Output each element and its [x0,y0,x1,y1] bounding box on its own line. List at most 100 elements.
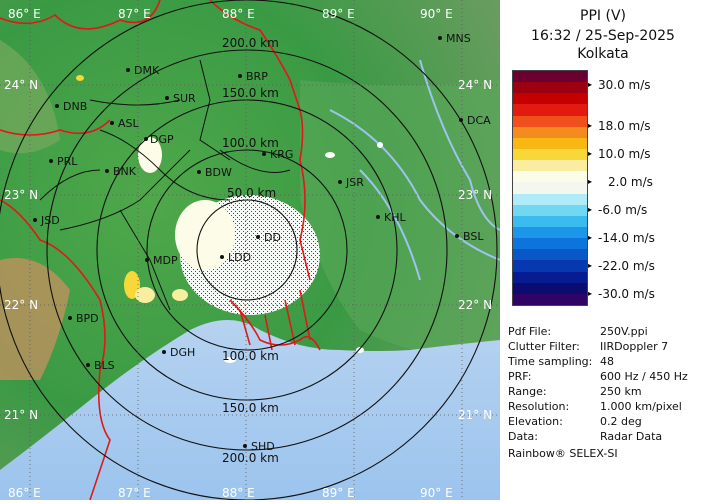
colorbar-tick-icon: ▸ [588,121,593,130]
city-label: ASL [118,117,140,130]
colorbar-swatch [513,82,587,94]
info-value: 600 Hz / 450 Hz [600,370,688,383]
lat-label: 24° N [4,78,38,92]
colorbar-label: -14.0 m/s [598,231,655,245]
lat-label: 22° N [458,298,492,312]
city-label: DNB [63,100,87,113]
info-value: 250 km [600,385,642,398]
info-key: Time sampling: [508,355,593,368]
city-label: DD [264,231,281,244]
colorbar-label: -22.0 m/s [598,259,655,273]
colorbar-swatch [513,227,587,239]
colorbar-swatch [513,71,587,83]
colorbar-swatch [513,171,587,183]
colorbar-tick-icon: ▸ [588,233,593,242]
colorbar-swatch [513,282,587,295]
lon-label: 87° E [118,7,151,21]
lon-label: 87° E [118,486,151,500]
lon-labels-top: 86° E 87° E 88° E 89° E 90° E [8,7,453,21]
range-label: 200.0 km [222,36,279,50]
city-label: SHD [251,440,275,453]
info-key: PRF: [508,370,532,383]
lon-label: 88° E [222,7,255,21]
colorbar-swatch [513,249,587,261]
colorbar-swatch [513,182,587,195]
city-label: JSD [40,214,60,227]
city-label: KRG [270,148,293,161]
lat-labels-left: 24° N 23° N 22° N 21° N [4,78,38,422]
colorbar-label: -30.0 m/s [598,287,655,301]
info-key: Clutter Filter: [508,340,580,353]
city-label: PRL [57,155,78,168]
city-label: MDP [153,254,178,267]
colorbar-swatch [513,126,587,139]
radar-echoes [76,75,383,363]
colorbar-swatch [513,149,587,161]
range-label: 100.0 km [222,136,279,150]
city-label: BPD [76,312,99,325]
colorbar-swatch [513,160,587,172]
radar-map-svg: 86° E 87° E 88° E 89° E 90° E 86° E 87° … [0,0,501,501]
city-label: BSL [463,230,484,243]
product-title: PPI (V) [580,8,626,24]
city-label: BRP [246,70,268,83]
timestamp: 16:32 / 25-Sep-2025 [531,28,675,44]
colorbar-tick-icon: ▸ [588,261,593,270]
colorbar-swatch [513,93,587,105]
lon-label: 89° E [322,7,355,21]
info-value: Radar Data [600,430,663,443]
range-label: 50.0 km [227,186,276,200]
colorbar-label: 10.0 m/s [598,147,651,161]
colorbar-label: 18.0 m/s [598,119,651,133]
radar-map: 86° E 87° E 88° E 89° E 90° E 86° E 87° … [0,0,501,501]
colorbar-swatch [513,193,587,206]
city-label: DGH [170,346,195,359]
city-label: KHL [384,211,406,224]
info-key: Range: [508,385,547,398]
lon-label: 90° E [420,486,453,500]
lat-label: 21° N [4,408,38,422]
colorbar-swatch [513,137,587,150]
colorbar-label: -6.0 m/s [598,203,648,217]
lat-labels-right: 24° N 23° N 22° N 21° N [458,78,492,422]
info-value: 1.000 km/pixel [600,400,682,413]
range-label: 200.0 km [222,451,279,465]
city-label: BLS [94,359,115,372]
colorbar-swatch [513,271,587,284]
footer-credit: Rainbow® SELEX-SI [508,447,618,460]
info-key: Elevation: [508,415,563,428]
city-label: MNS [446,32,471,45]
range-label: 150.0 km [222,86,279,100]
lon-label: 90° E [420,7,453,21]
colorbar-label: 2.0 m/s [608,175,653,189]
info-value: 0.2 deg [600,415,642,428]
lat-label: 23° N [4,188,38,202]
lat-label: 21° N [458,408,492,422]
range-labels: 200.0 km 150.0 km 100.0 km 50.0 km 100.0… [222,36,279,465]
colorbar-tick-icon: ▸ [588,205,593,214]
station-name: Kolkata [577,46,629,62]
range-label: 150.0 km [222,401,279,415]
colorbar-tick-icon: ▸ [588,149,593,158]
info-value: 48 [600,355,614,368]
lon-label: 89° E [322,486,355,500]
lon-labels-bottom: 86° E 87° E 88° E 89° E 90° E [8,486,453,500]
state-borders [0,0,321,501]
lat-label: 23° N [458,188,492,202]
lon-label: 88° E [222,486,255,500]
colorbar-label: 30.0 m/s [598,78,651,92]
colorbar-swatch [513,115,587,128]
city-label: DCA [467,114,491,127]
city-label: DGP [150,133,174,146]
info-key: Pdf File: [508,325,552,338]
colorbar-swatch [513,215,587,228]
city-label: JSR [345,176,364,189]
legend-panel: PPI (V) 16:32 / 25-Sep-2025 Kolkata ▸ 30… [500,0,706,500]
lat-label: 24° N [458,78,492,92]
lon-label: 86° E [8,486,41,500]
bay-of-bengal [0,320,500,500]
rivers [329,59,501,281]
lon-label: 86° E [8,7,41,21]
bangladesh-lowlands [300,80,500,360]
info-value: IIRDoppler 7 [600,340,669,353]
